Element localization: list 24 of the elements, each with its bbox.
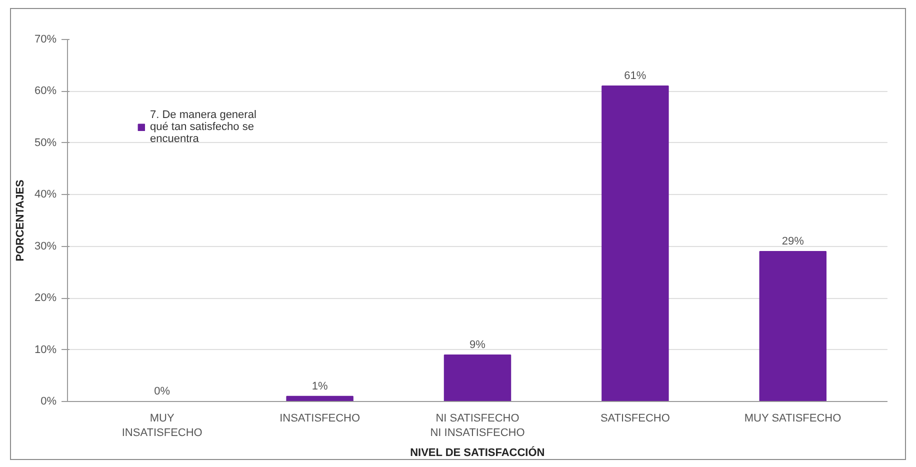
x-tick-label: SATISFECHO [600, 412, 670, 424]
data-label: 1% [312, 380, 328, 392]
y-tick-label: 20% [34, 292, 57, 304]
data-label: 0% [154, 386, 170, 398]
y-tick-label: 50% [34, 136, 57, 149]
data-label: 9% [470, 338, 486, 351]
bar [759, 251, 826, 402]
y-tick-label: 40% [34, 188, 57, 201]
y-axis-title: PORCENTAJES [14, 180, 26, 262]
data-label: 29% [782, 236, 804, 248]
bar [444, 354, 512, 402]
legend-label: 7. De manera general qué tan satisfecho se encuentra [150, 109, 256, 145]
y-tick-label: 10% [34, 344, 57, 356]
y-tick-label: 70% [34, 34, 57, 46]
x-tick-label: MUY INSATISFECHO [122, 412, 203, 439]
data-label: 61% [624, 70, 646, 82]
y-tick-label: 60% [34, 85, 57, 98]
y-tick-label: 0% [40, 396, 57, 408]
x-tick-label: MUY SATISFECHO [744, 412, 842, 424]
y-tick-label: 30% [34, 240, 57, 252]
bar [602, 86, 669, 402]
x-tick-label: INSATISFECHO [280, 412, 360, 424]
x-axis-title: NIVEL DE SATISFACCIÓN [410, 446, 545, 459]
x-tick-label: NI SATISFECHO NI INSATISFECHO [430, 412, 526, 439]
